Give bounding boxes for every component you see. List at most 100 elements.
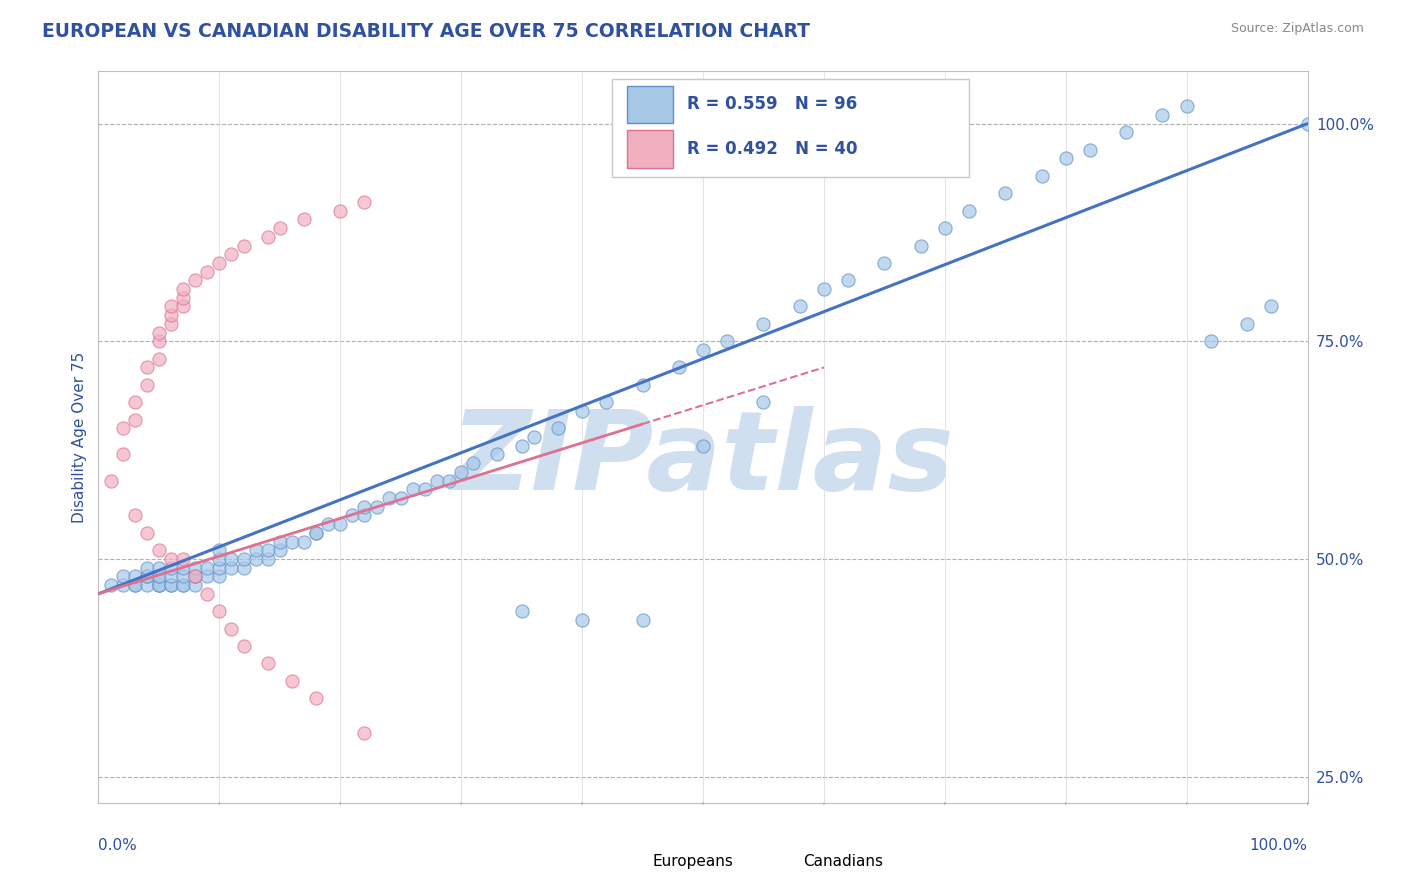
Point xyxy=(256,552,278,566)
Point xyxy=(148,351,170,366)
Point xyxy=(692,439,714,453)
Point xyxy=(172,552,194,566)
Point xyxy=(716,334,738,349)
Point xyxy=(172,560,194,574)
Point xyxy=(124,578,146,592)
Point xyxy=(195,560,218,574)
Point xyxy=(305,525,328,540)
Point xyxy=(353,500,375,514)
Text: R = 0.492   N = 40: R = 0.492 N = 40 xyxy=(688,140,858,158)
Point xyxy=(221,622,243,636)
Point xyxy=(135,377,157,392)
Point xyxy=(256,657,278,671)
Point xyxy=(389,491,412,505)
Point xyxy=(281,673,304,688)
Point xyxy=(752,317,775,331)
Point xyxy=(752,395,775,409)
Point xyxy=(523,430,546,444)
Point xyxy=(402,483,425,497)
Point xyxy=(148,560,170,574)
Point xyxy=(873,256,896,270)
Point xyxy=(208,256,231,270)
Point xyxy=(232,639,254,653)
Point xyxy=(221,247,243,261)
Text: 0.0%: 0.0% xyxy=(98,838,138,853)
Point xyxy=(910,238,932,252)
Point xyxy=(221,560,243,574)
Point xyxy=(329,203,352,218)
Point xyxy=(160,578,183,592)
Point xyxy=(571,404,593,418)
Point xyxy=(305,525,328,540)
Point xyxy=(281,534,304,549)
Point xyxy=(1031,169,1053,183)
Point xyxy=(426,474,449,488)
Point xyxy=(377,491,399,505)
Point xyxy=(195,569,218,583)
Text: Europeans: Europeans xyxy=(652,854,733,869)
Point xyxy=(994,186,1017,201)
Text: EUROPEAN VS CANADIAN DISABILITY AGE OVER 75 CORRELATION CHART: EUROPEAN VS CANADIAN DISABILITY AGE OVER… xyxy=(42,22,810,41)
Point xyxy=(208,543,231,558)
Point xyxy=(571,613,593,627)
Point xyxy=(329,517,352,532)
Point xyxy=(184,273,207,287)
Point xyxy=(184,569,207,583)
Text: 100.0%: 100.0% xyxy=(1250,838,1308,853)
Point xyxy=(316,517,339,532)
Point xyxy=(1152,108,1174,122)
Point xyxy=(160,300,183,314)
FancyBboxPatch shape xyxy=(769,850,796,872)
Point xyxy=(124,395,146,409)
Point xyxy=(1175,99,1198,113)
Point xyxy=(172,569,194,583)
FancyBboxPatch shape xyxy=(627,130,672,168)
Point xyxy=(135,560,157,574)
Point xyxy=(486,448,509,462)
Point xyxy=(148,569,170,583)
Point xyxy=(221,552,243,566)
Text: Canadians: Canadians xyxy=(803,854,883,869)
Point xyxy=(148,578,170,592)
Point xyxy=(172,578,194,592)
Point xyxy=(510,439,533,453)
Point xyxy=(160,578,183,592)
Point xyxy=(135,569,157,583)
Point xyxy=(124,569,146,583)
Point xyxy=(172,282,194,296)
Point xyxy=(437,474,460,488)
Point xyxy=(160,552,183,566)
Point xyxy=(111,578,134,592)
Point xyxy=(208,552,231,566)
Point xyxy=(148,578,170,592)
Point xyxy=(1115,125,1137,139)
Point xyxy=(269,221,291,235)
Point xyxy=(957,203,980,218)
Point xyxy=(135,360,157,375)
Point xyxy=(160,317,183,331)
Point xyxy=(148,569,170,583)
Point xyxy=(631,377,654,392)
Point xyxy=(124,578,146,592)
Point xyxy=(342,508,364,523)
Point xyxy=(1236,317,1258,331)
Point xyxy=(148,578,170,592)
Point xyxy=(353,194,375,209)
Point xyxy=(692,343,714,357)
Point xyxy=(1260,300,1282,314)
Y-axis label: Disability Age Over 75: Disability Age Over 75 xyxy=(72,351,87,523)
Point xyxy=(595,395,617,409)
Point xyxy=(305,691,328,706)
Point xyxy=(135,569,157,583)
FancyBboxPatch shape xyxy=(627,86,672,123)
Point xyxy=(172,300,194,314)
Point xyxy=(124,412,146,426)
Point xyxy=(100,474,122,488)
Point xyxy=(1078,143,1101,157)
Point xyxy=(1296,117,1319,131)
Point xyxy=(353,726,375,740)
Point xyxy=(463,456,485,470)
Point xyxy=(547,421,569,435)
Point xyxy=(160,308,183,322)
Point xyxy=(1054,152,1077,166)
